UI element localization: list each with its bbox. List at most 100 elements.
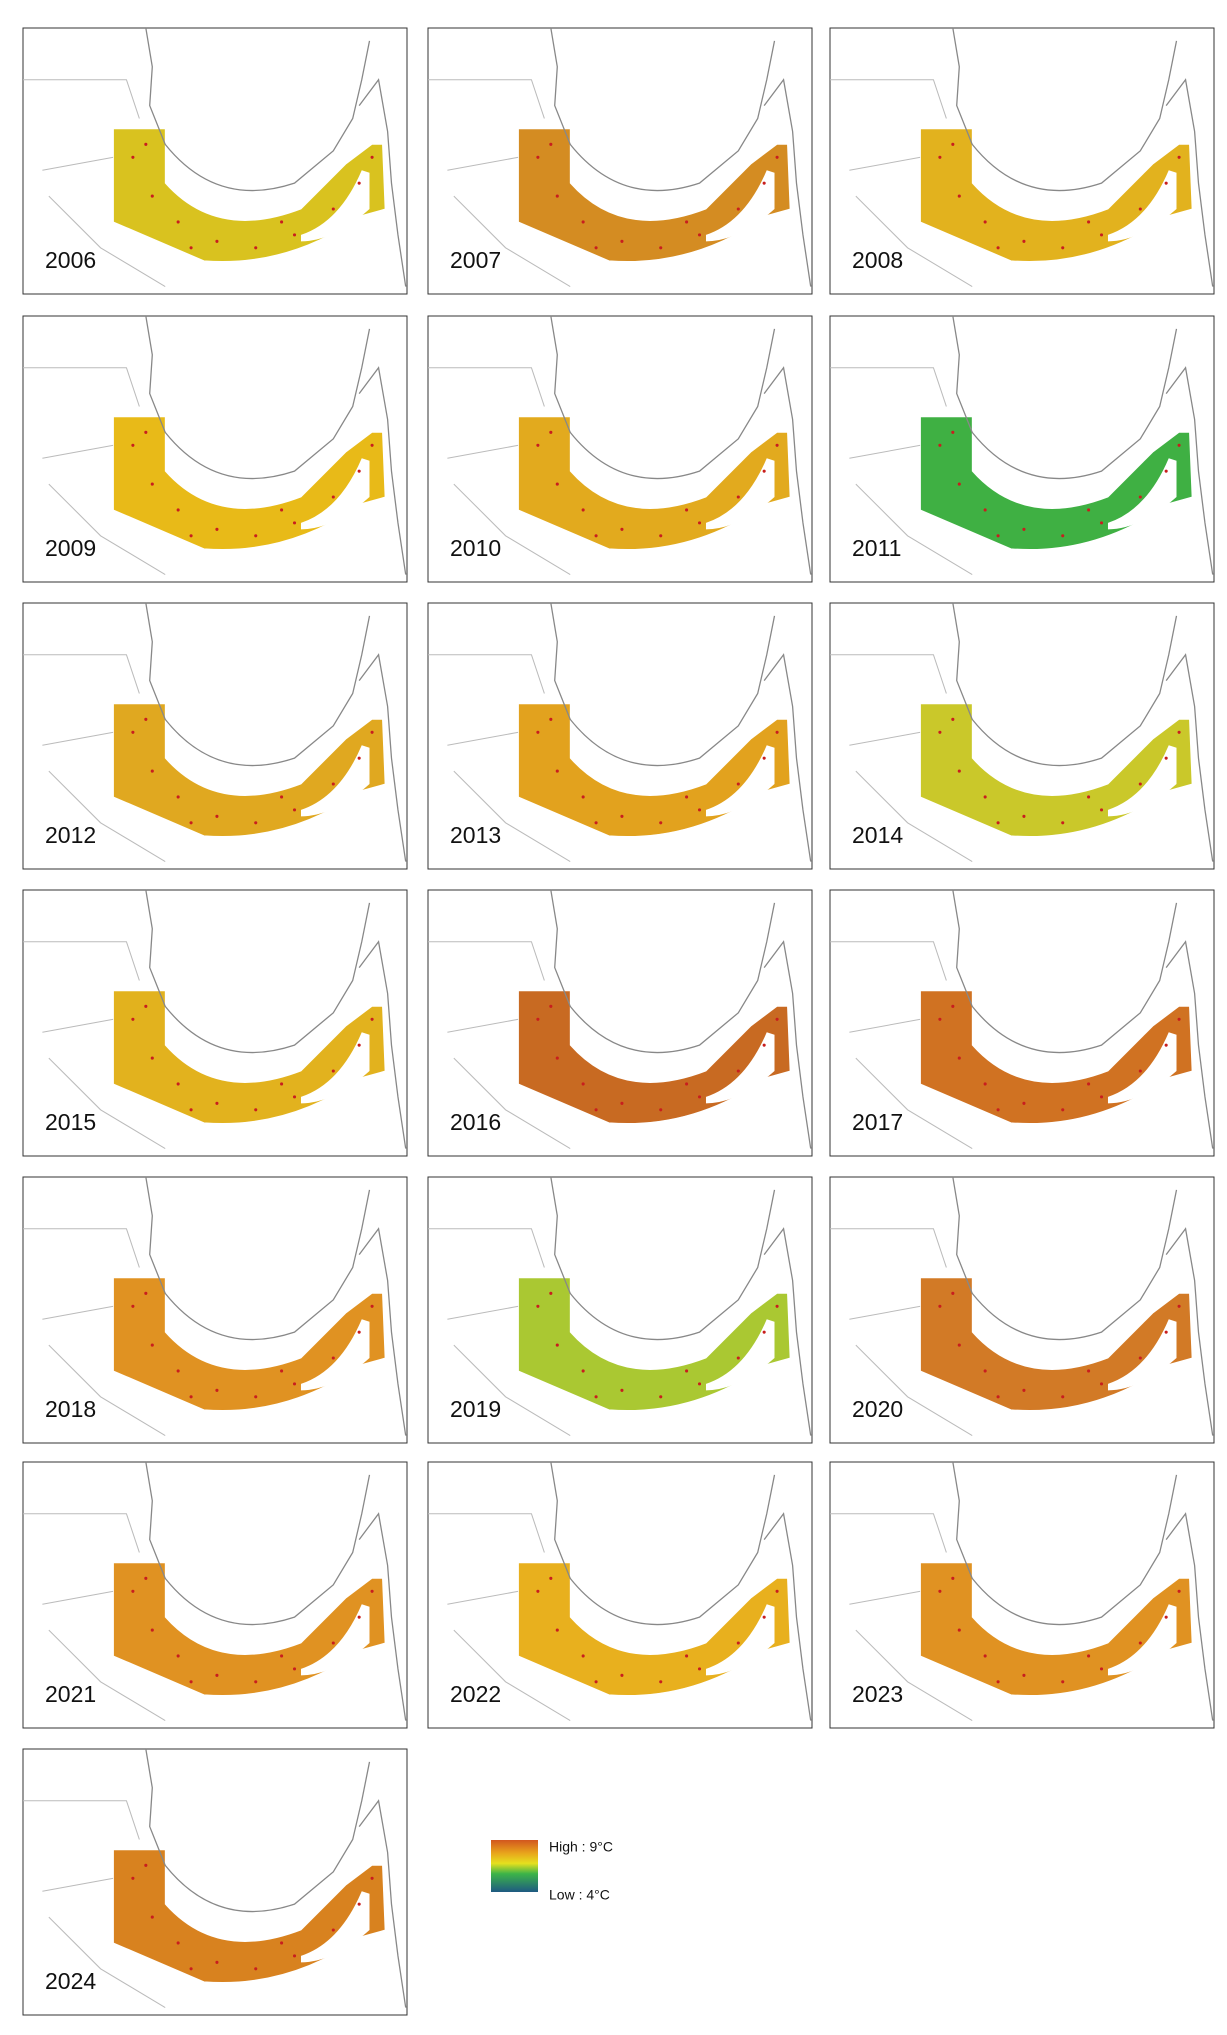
station [1138,495,1142,499]
station [176,1941,180,1945]
map [830,27,1214,288]
inlet [705,458,775,530]
station [150,194,154,198]
year-label: 2022 [450,1681,501,1707]
station [1177,155,1181,159]
station [762,756,766,760]
station [951,1004,955,1008]
station [280,795,284,799]
station [775,1589,779,1593]
coastline [1165,78,1214,287]
map-panel: 2007 [427,27,813,295]
coastline [952,315,1178,480]
station [1099,233,1104,237]
station [1087,508,1091,512]
station [775,1304,779,1308]
map-panel: 2013 [427,602,813,870]
station [189,534,193,538]
station [215,1960,219,1964]
map-panel: 2014 [829,602,1215,870]
station [996,821,1000,825]
station [1061,534,1065,538]
station [983,1369,987,1373]
region-borders [428,367,571,576]
coastline [358,78,407,287]
station [144,1004,148,1008]
station [594,821,598,825]
legend-ramp [491,1840,538,1892]
station [292,1382,297,1386]
station [659,1108,663,1112]
coastline [763,1512,812,1721]
map [23,1176,407,1437]
region-borders [830,79,973,288]
station [1061,1395,1065,1399]
map-panel: 2008 [829,27,1215,295]
station [292,1667,297,1671]
coastline [358,1512,407,1721]
coastline [550,1176,776,1341]
station [549,1291,553,1295]
station [594,534,598,538]
region-borders [428,1228,571,1437]
station [697,521,702,525]
station [331,1928,335,1932]
station [938,155,942,159]
station [331,1356,335,1360]
station [357,1615,361,1619]
station [215,239,219,243]
station [697,808,702,812]
station [131,155,135,159]
station [685,1082,689,1086]
station [176,1654,180,1658]
coastline [952,602,1178,767]
station [292,808,297,812]
map-panel: 2022 [427,1461,813,1729]
coastline [1165,940,1214,1149]
station [357,1043,361,1047]
station [951,1291,955,1295]
map-panel: 2006 [22,27,408,295]
station [254,1967,258,1971]
region-borders [23,1800,166,2009]
station [1177,443,1181,447]
station [1022,1101,1026,1105]
coastline [145,1176,371,1341]
station [331,495,335,499]
coastline [550,889,776,1054]
station [189,246,193,250]
map-panel: 2018 [22,1176,408,1444]
coastline [1165,1512,1214,1721]
map [23,27,407,288]
station [938,1589,942,1593]
station [1164,1330,1168,1334]
station [938,730,942,734]
station [280,1082,284,1086]
station [370,1589,374,1593]
map [428,602,812,863]
coastline [358,940,407,1149]
station [957,1628,961,1632]
inlet [705,1319,775,1391]
map-panel: 2021 [22,1461,408,1729]
coastline [550,27,776,192]
inlet [1107,170,1177,242]
region-borders [830,941,973,1150]
station [659,1395,663,1399]
station [594,1680,598,1684]
legend: High : 9°C Low : 4°C [491,1839,613,1903]
station [331,207,335,211]
coastline [358,1227,407,1436]
station [983,795,987,799]
map-panel: 2017 [829,889,1215,1157]
coastline [145,1748,371,1913]
station [280,220,284,224]
year-label: 2010 [450,535,501,561]
station [254,1395,258,1399]
region-borders [830,367,973,576]
station [370,443,374,447]
station [1138,207,1142,211]
station [215,1101,219,1105]
map [830,315,1214,576]
station [1164,1615,1168,1619]
